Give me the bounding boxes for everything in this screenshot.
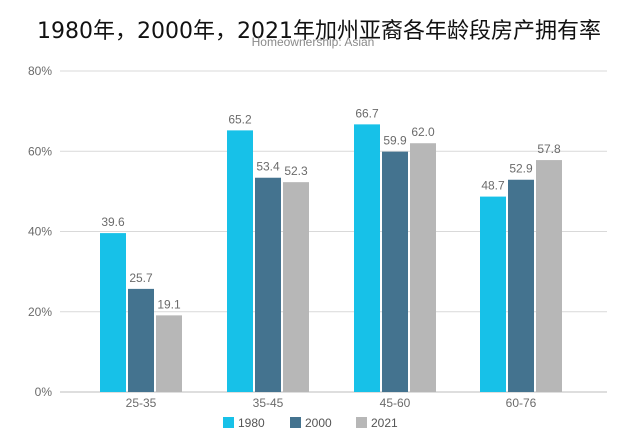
data-label: 57.8 (537, 142, 561, 156)
x-tick-label: 35-45 (253, 396, 284, 410)
bar-1980-25-35 (100, 233, 126, 392)
y-tick-label: 40% (28, 225, 52, 239)
bar-2021-60-76 (536, 160, 562, 392)
y-tick-label: 20% (28, 305, 52, 319)
legend: 1980 2000 2021 (223, 416, 398, 430)
data-label: 52.9 (509, 162, 533, 176)
bars: 39.6 25.7 19.1 65.2 53.4 52.3 66.7 59.9 62.0 48.7… (100, 106, 562, 393)
bar-1980-60-76 (480, 196, 506, 392)
bar-2000-35-45 (255, 177, 281, 392)
legend-swatch-1980 (223, 417, 234, 428)
data-label: 25.7 (129, 271, 153, 285)
legend-swatch-2000 (290, 417, 301, 428)
data-label: 19.1 (157, 297, 181, 311)
y-tick-label: 60% (28, 144, 52, 158)
chart-title: 1980年，2000年，2021年加州亚裔各年龄段房产拥有率 (37, 19, 601, 44)
legend-swatch-2021 (356, 417, 367, 428)
legend-label-1980: 1980 (238, 416, 265, 430)
data-label: 53.4 (256, 160, 280, 174)
bar-2000-60-76 (508, 179, 534, 392)
x-tick-label: 60-76 (506, 396, 537, 410)
bar-2000-25-35 (128, 288, 154, 392)
legend-label-2021: 2021 (371, 416, 398, 430)
x-axis: 25-35 35-45 45-60 60-76 (126, 396, 537, 410)
data-label: 39.6 (101, 215, 125, 229)
bar-2000-45-60 (382, 151, 408, 392)
bar-2021-45-60 (410, 143, 436, 392)
y-tick-label: 80% (28, 64, 52, 78)
data-label: 65.2 (228, 112, 252, 126)
y-axis: 0% 20% 40% 60% 80% (28, 64, 52, 399)
data-label: 59.9 (383, 134, 407, 148)
bar-1980-35-45 (227, 130, 253, 392)
data-label: 48.7 (481, 179, 505, 193)
bar-2021-25-35 (156, 315, 182, 392)
y-tick-label: 0% (35, 385, 53, 399)
x-tick-label: 25-35 (126, 396, 157, 410)
chart-subtitle: Homeownership: Asian (252, 35, 375, 49)
data-label: 62.0 (411, 125, 435, 139)
x-tick-label: 45-60 (380, 396, 411, 410)
bar-2021-35-45 (283, 182, 309, 392)
data-label: 66.7 (355, 106, 379, 120)
bar-1980-45-60 (354, 124, 380, 393)
data-label: 52.3 (284, 164, 308, 178)
legend-label-2000: 2000 (305, 416, 332, 430)
